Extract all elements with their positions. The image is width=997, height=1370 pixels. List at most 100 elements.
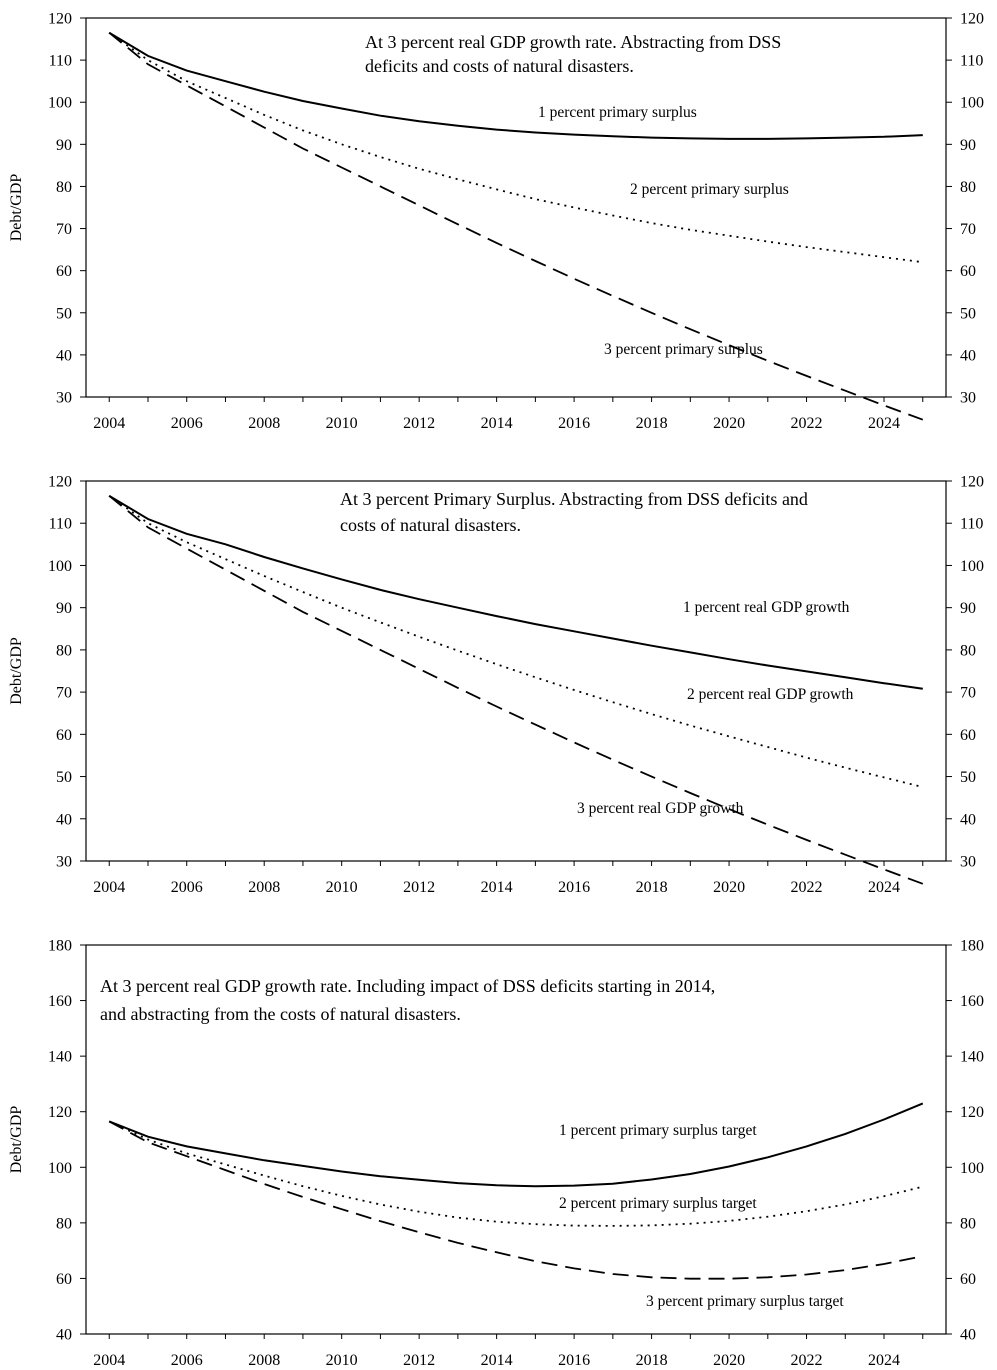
y-tick-label-left: 60 — [56, 727, 72, 744]
y-tick-label-right: 100 — [960, 95, 984, 112]
y-tick-label-right: 40 — [960, 811, 976, 828]
x-tick-label: 2020 — [713, 415, 745, 432]
x-tick-label: 2024 — [868, 879, 900, 896]
x-tick-label: 2022 — [791, 415, 823, 432]
y-tick-label-left: 70 — [56, 685, 72, 702]
x-tick-label: 2016 — [558, 1352, 590, 1369]
series-label: 3 percent primary surplus target — [646, 1293, 844, 1310]
series-label: 2 percent primary surplus target — [559, 1195, 757, 1212]
x-tick-label: 2012 — [403, 879, 435, 896]
series-line-dashed — [108, 1120, 923, 1280]
y-tick-label-right: 120 — [960, 474, 984, 491]
y-tick-label-left: 40 — [56, 347, 72, 364]
y-tick-label-left: 40 — [56, 1327, 72, 1344]
x-tick-label: 2018 — [636, 1352, 668, 1369]
series-line-dotted — [108, 1120, 924, 1227]
y-tick-label-left: 160 — [48, 993, 72, 1010]
x-tick-label: 2004 — [93, 879, 125, 896]
y-tick-label-right: 80 — [960, 179, 976, 196]
y-axis-label: Debt/GDP — [8, 1106, 25, 1174]
y-tick-label-right: 30 — [960, 854, 976, 871]
y-tick-label-left: 80 — [56, 642, 72, 659]
y-tick-label-left: 80 — [56, 1215, 72, 1232]
panel-note-line: costs of natural disasters. — [340, 515, 521, 535]
x-tick-label: 2006 — [171, 415, 203, 432]
y-tick-label-left: 30 — [56, 390, 72, 407]
y-tick-label-right: 110 — [960, 53, 983, 70]
y-tick-label-right: 100 — [960, 558, 984, 575]
y-tick-label-right: 120 — [960, 1104, 984, 1121]
y-tick-label-left: 120 — [48, 1104, 72, 1121]
series-line-dotted — [108, 31, 923, 264]
y-tick-label-right: 90 — [960, 600, 976, 617]
y-tick-label-left: 100 — [48, 558, 72, 575]
y-tick-label-right: 60 — [960, 727, 976, 744]
y-tick-label-left: 110 — [49, 53, 72, 70]
y-tick-label-right: 70 — [960, 685, 976, 702]
y-tick-label-right: 40 — [960, 347, 976, 364]
y-tick-label-right: 140 — [960, 1049, 984, 1066]
y-tick-label-left: 50 — [56, 305, 72, 322]
panel-note-line: At 3 percent Primary Surplus. Abstractin… — [340, 489, 808, 509]
series-line-solid — [108, 1102, 924, 1188]
x-tick-label: 2020 — [713, 879, 745, 896]
x-tick-label: 2012 — [403, 415, 435, 432]
y-tick-label-left: 80 — [56, 179, 72, 196]
y-axis-label: Debt/GDP — [8, 174, 25, 242]
series-label: 1 percent primary surplus — [538, 104, 697, 121]
y-tick-label-right: 40 — [960, 1327, 976, 1344]
plot-frame — [85, 944, 947, 1335]
y-tick-label-left: 70 — [56, 221, 72, 238]
series-label: 2 percent real GDP growth — [687, 686, 854, 703]
chart-panel-2: 30 30 40 40 50 50 60 60 70 70 80 80 90 90 100 100 110 110… — [8, 474, 984, 897]
y-tick-label-left: 60 — [56, 263, 72, 280]
y-tick-label-left: 100 — [48, 95, 72, 112]
y-axis-label: Debt/GDP — [8, 637, 25, 705]
y-tick-label-right: 120 — [960, 11, 984, 28]
series-label: 1 percent real GDP growth — [683, 599, 850, 616]
y-tick-label-right: 60 — [960, 1271, 976, 1288]
y-tick-label-left: 140 — [48, 1049, 72, 1066]
plot-frame — [85, 17, 947, 398]
x-tick-label: 2014 — [481, 879, 513, 896]
y-tick-label-right: 70 — [960, 221, 976, 238]
x-tick-label: 2010 — [326, 879, 358, 896]
y-tick-label-right: 30 — [960, 390, 976, 407]
x-tick-label: 2008 — [248, 879, 280, 896]
y-tick-label-left: 90 — [56, 137, 72, 154]
series-label: 2 percent primary surplus — [630, 181, 789, 198]
chart-panel-3: 40 40 60 60 80 80 100 100 120 120 140 140 160 160 180 1… — [8, 938, 984, 1370]
x-tick-label: 2016 — [558, 415, 590, 432]
x-tick-label: 2006 — [171, 879, 203, 896]
plot-frame — [85, 480, 947, 862]
y-tick-label-right: 180 — [960, 938, 984, 955]
x-tick-label: 2008 — [248, 1352, 280, 1369]
series-line-solid — [108, 31, 923, 140]
x-tick-label: 2004 — [93, 415, 125, 432]
x-tick-label: 2024 — [868, 415, 900, 432]
y-tick-label-right: 80 — [960, 642, 976, 659]
y-tick-label-left: 110 — [49, 516, 72, 533]
chart-panel-1: 30 30 40 40 50 50 60 60 70 70 80 80 90 90 100 100 110 110… — [8, 11, 984, 433]
x-tick-label: 2018 — [636, 415, 668, 432]
x-tick-label: 2004 — [93, 1352, 125, 1369]
y-tick-label-left: 60 — [56, 1271, 72, 1288]
series-line-solid — [108, 494, 923, 690]
series-label: 1 percent primary surplus target — [559, 1122, 757, 1139]
x-tick-label: 2006 — [171, 1352, 203, 1369]
y-tick-label-left: 120 — [48, 474, 72, 491]
panel-note-line: and abstracting from the costs of natura… — [100, 1004, 461, 1024]
series-label: 3 percent primary surplus — [604, 341, 763, 358]
panel-note-line: deficits and costs of natural disasters. — [365, 56, 634, 76]
y-tick-label-right: 50 — [960, 305, 976, 322]
y-tick-label-right: 110 — [960, 516, 983, 533]
x-tick-label: 2008 — [248, 415, 280, 432]
y-tick-label-right: 160 — [960, 993, 984, 1010]
y-tick-label-right: 80 — [960, 1215, 976, 1232]
x-tick-label: 2012 — [403, 1352, 435, 1369]
x-tick-label: 2022 — [791, 879, 823, 896]
y-tick-label-right: 90 — [960, 137, 976, 154]
x-tick-label: 2022 — [791, 1352, 823, 1369]
series-line-dotted — [108, 495, 924, 788]
